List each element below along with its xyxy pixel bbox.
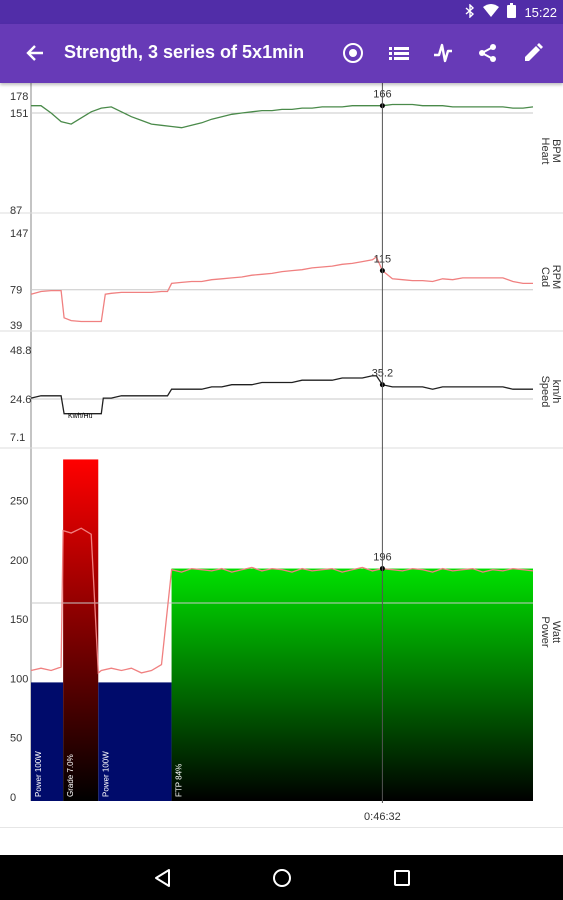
navigation-bar bbox=[0, 855, 563, 900]
y-tick-label: 79 bbox=[10, 285, 22, 297]
record-icon[interactable] bbox=[338, 38, 368, 68]
y-tick-label: 100 bbox=[10, 673, 28, 685]
app-bar: Strength, 3 series of 5x1min bbox=[0, 24, 563, 83]
axis-label-unit: km/h bbox=[550, 380, 562, 404]
y-tick-label: 150 bbox=[10, 614, 28, 626]
y-tick-label: 151 bbox=[10, 108, 28, 120]
series-line bbox=[30, 256, 533, 323]
segment-bar bbox=[98, 682, 172, 801]
segment-label: FTP 84% bbox=[175, 764, 184, 797]
y-tick-label: 200 bbox=[10, 555, 28, 567]
axis-label-unit: Watt bbox=[550, 621, 562, 643]
activity-icon[interactable] bbox=[428, 38, 458, 68]
back-nav-icon[interactable] bbox=[150, 866, 174, 890]
speed-annotation: Kwh/Hu bbox=[68, 413, 93, 420]
y-tick-label: 0 bbox=[10, 792, 16, 804]
y-tick-label: 250 bbox=[10, 496, 28, 508]
y-tick-label: 48.8 bbox=[10, 345, 31, 357]
axis-label-unit: RPM bbox=[550, 265, 562, 289]
wifi-icon bbox=[483, 4, 500, 20]
segment-bar bbox=[31, 682, 64, 801]
home-nav-icon[interactable] bbox=[270, 866, 294, 890]
y-tick-label: 7.1 bbox=[10, 432, 25, 444]
y-tick-label: 24.6 bbox=[10, 394, 31, 406]
y-tick-label: 39 bbox=[10, 320, 22, 332]
axis-label: Power bbox=[539, 616, 551, 648]
axis-label: Cad bbox=[539, 267, 551, 287]
workout-chart[interactable]: 178 151 87 Heart BPM 166 147 79 39 Cad RPM 115 48.8 2… bbox=[0, 83, 563, 841]
y-tick-label: 147 bbox=[10, 228, 28, 240]
status-bar: 15:22 bbox=[0, 0, 563, 24]
segment-label: Grade 7.0% bbox=[66, 754, 75, 797]
y-tick-label: 178 bbox=[10, 91, 28, 103]
y-tick-label: 50 bbox=[10, 733, 22, 745]
series-line bbox=[30, 527, 534, 675]
segment-bar bbox=[171, 568, 533, 801]
edit-icon[interactable] bbox=[518, 38, 548, 68]
battery-icon bbox=[507, 3, 517, 21]
recents-nav-icon[interactable] bbox=[390, 866, 414, 890]
bluetooth-icon bbox=[465, 2, 475, 21]
axis-label-unit: BPM bbox=[550, 139, 562, 163]
list-icon[interactable] bbox=[384, 38, 414, 68]
axis-label: Speed bbox=[539, 376, 551, 408]
share-icon[interactable] bbox=[473, 38, 503, 68]
y-tick-label: 87 bbox=[10, 205, 22, 217]
series-line bbox=[30, 375, 533, 415]
segment-bar bbox=[63, 459, 99, 801]
page-title: Strength, 3 series of 5x1min bbox=[64, 42, 305, 62]
segment-label: Power 100W bbox=[101, 751, 110, 797]
clock-time: 15:22 bbox=[524, 4, 557, 20]
segment-label: Power 100W bbox=[34, 751, 43, 797]
series-line bbox=[31, 103, 534, 129]
back-arrow-icon[interactable] bbox=[20, 38, 50, 68]
axis-label: Heart bbox=[539, 138, 551, 165]
cursor-time-label: 0:46:32 bbox=[364, 811, 401, 823]
